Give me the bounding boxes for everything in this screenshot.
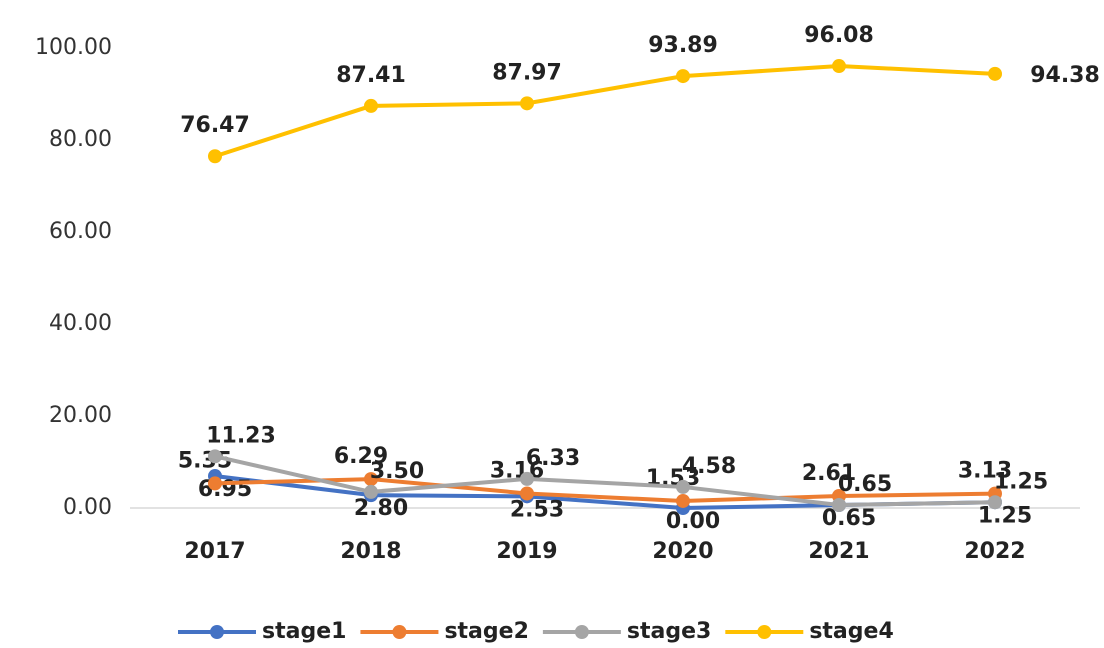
x-tick-label: 2020 (652, 539, 713, 564)
legend-label: stage4 (809, 619, 893, 644)
y-tick-label: 80.00 (49, 127, 112, 152)
point (988, 66, 1002, 81)
point (520, 96, 534, 111)
point (832, 498, 846, 513)
data-label: 87.41 (336, 63, 406, 88)
point (676, 69, 690, 84)
x-tick-label: 2022 (964, 539, 1025, 564)
data-label: 2.61 (802, 461, 856, 486)
x-tick-label: 2017 (184, 539, 245, 564)
data-label: 0.00 (666, 509, 720, 534)
data-label: 76.47 (180, 113, 250, 138)
data-label: 5.35 (178, 448, 232, 473)
data-label: 0.65 (822, 506, 876, 531)
data-label: 4.58 (682, 454, 736, 479)
y-tick-label: 60.00 (49, 219, 112, 244)
point (208, 449, 222, 464)
data-label: 6.33 (526, 446, 580, 471)
point (520, 486, 534, 501)
point (364, 484, 378, 499)
data-label: 87.97 (492, 60, 562, 85)
data-label: 6.29 (334, 444, 388, 469)
y-tick-label: 20.00 (49, 403, 112, 428)
data-label: 94.38 (1030, 63, 1100, 88)
point (676, 479, 690, 494)
data-label: 96.08 (804, 23, 874, 48)
data-label: 1.25 (978, 503, 1032, 528)
x-tick-label: 2021 (808, 539, 869, 564)
point (676, 493, 690, 508)
point (520, 471, 534, 486)
data-label: 3.50 (370, 459, 424, 484)
y-tick-label: 100.00 (35, 35, 112, 60)
point (832, 59, 846, 74)
y-tick-label: 40.00 (49, 311, 112, 336)
data-label: 0.65 (838, 472, 892, 497)
data-label: 11.23 (206, 423, 276, 448)
legend-marker (757, 625, 772, 639)
y-tick-label: 0.00 (63, 495, 112, 520)
point (208, 476, 222, 491)
data-label: 93.89 (648, 33, 718, 58)
series-line (214, 454, 996, 508)
legend-label: stage1 (262, 619, 346, 644)
series-line (214, 64, 996, 159)
legend-marker (574, 625, 589, 639)
legend-label: stage2 (444, 619, 528, 644)
point (988, 495, 1002, 510)
data-label: 1.25 (994, 469, 1048, 494)
point (364, 98, 378, 113)
legend-marker (210, 625, 224, 639)
point (208, 149, 222, 164)
legend-marker (392, 625, 407, 639)
data-label: 2.80 (354, 496, 408, 521)
data-label: 2.53 (510, 497, 564, 522)
series-line (214, 477, 996, 503)
x-tick-label: 2019 (496, 539, 557, 564)
x-tick-label: 2018 (340, 539, 401, 564)
data-label: 3.13 (958, 459, 1012, 484)
legend-label: stage3 (627, 619, 711, 644)
point (364, 472, 378, 487)
